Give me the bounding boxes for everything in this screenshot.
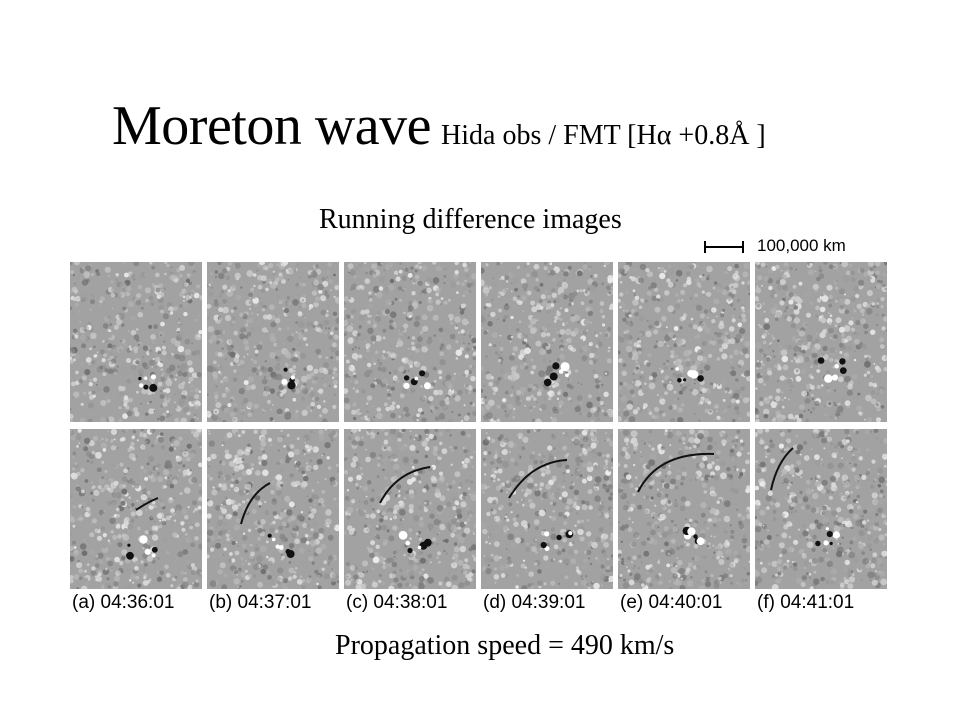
difference-image bbox=[207, 429, 339, 589]
panel-caption-d: (d) 04:39:01 bbox=[483, 592, 586, 613]
difference-image-panel-top-f bbox=[755, 262, 887, 422]
difference-image-panel-top-c bbox=[344, 262, 476, 422]
slide-title: Moreton wave Hida obs / FMT [Hα +0.8Å ] bbox=[112, 94, 766, 158]
difference-image bbox=[618, 262, 750, 422]
scale-bar bbox=[704, 238, 756, 256]
propagation-speed: Propagation speed = 490 km/s bbox=[335, 630, 675, 661]
panel-captions: (a) 04:36:01 (b) 04:37:01 (c) 04:38:01 (d) … bbox=[70, 592, 888, 618]
difference-image bbox=[70, 429, 202, 589]
difference-image-panel-top-d bbox=[481, 262, 613, 422]
difference-image-panel-top-e bbox=[618, 262, 750, 422]
difference-image-panel-bottom-c bbox=[344, 429, 476, 589]
difference-image bbox=[207, 262, 339, 422]
difference-image bbox=[481, 429, 613, 589]
panel-caption-f: (f) 04:41:01 bbox=[757, 592, 855, 613]
wavefront-arc bbox=[637, 452, 715, 493]
wavefront-arc bbox=[135, 497, 159, 511]
panel-caption-a: (a) 04:36:01 bbox=[72, 592, 175, 613]
scale-bar-label: 100,000 km bbox=[757, 236, 846, 255]
difference-image-panel-top-b bbox=[207, 262, 339, 422]
difference-image-panel-bottom-d bbox=[481, 429, 613, 589]
wavefront-arc bbox=[770, 447, 794, 491]
difference-image bbox=[755, 429, 887, 589]
difference-image bbox=[755, 262, 887, 422]
difference-image-panel-bottom-a bbox=[70, 429, 202, 589]
difference-image-panel-top-a bbox=[70, 262, 202, 422]
wavefront-arc bbox=[508, 459, 568, 499]
difference-image bbox=[344, 429, 476, 589]
difference-image-panel-bottom-b bbox=[207, 429, 339, 589]
panel-caption-b: (b) 04:37:01 bbox=[209, 592, 312, 613]
title-main: Moreton wave bbox=[112, 95, 432, 157]
difference-image bbox=[70, 262, 202, 422]
difference-image bbox=[618, 429, 750, 589]
wavefront-arc bbox=[240, 482, 271, 525]
scale-bar-right-cap bbox=[742, 241, 744, 253]
difference-image-panel-bottom-e bbox=[618, 429, 750, 589]
scale-bar-line bbox=[704, 246, 744, 248]
figure-subtitle: Running difference images bbox=[319, 204, 622, 235]
difference-image-panel-bottom-f bbox=[755, 429, 887, 589]
wavefront-arc bbox=[379, 466, 431, 504]
panel-caption-e: (e) 04:40:01 bbox=[620, 592, 723, 613]
title-subtitle-instrument: Hida obs / FMT [Hα +0.8Å ] bbox=[441, 120, 766, 151]
difference-image bbox=[344, 262, 476, 422]
difference-image bbox=[481, 262, 613, 422]
panel-caption-c: (c) 04:38:01 bbox=[346, 592, 448, 613]
difference-image-grid bbox=[70, 262, 888, 589]
